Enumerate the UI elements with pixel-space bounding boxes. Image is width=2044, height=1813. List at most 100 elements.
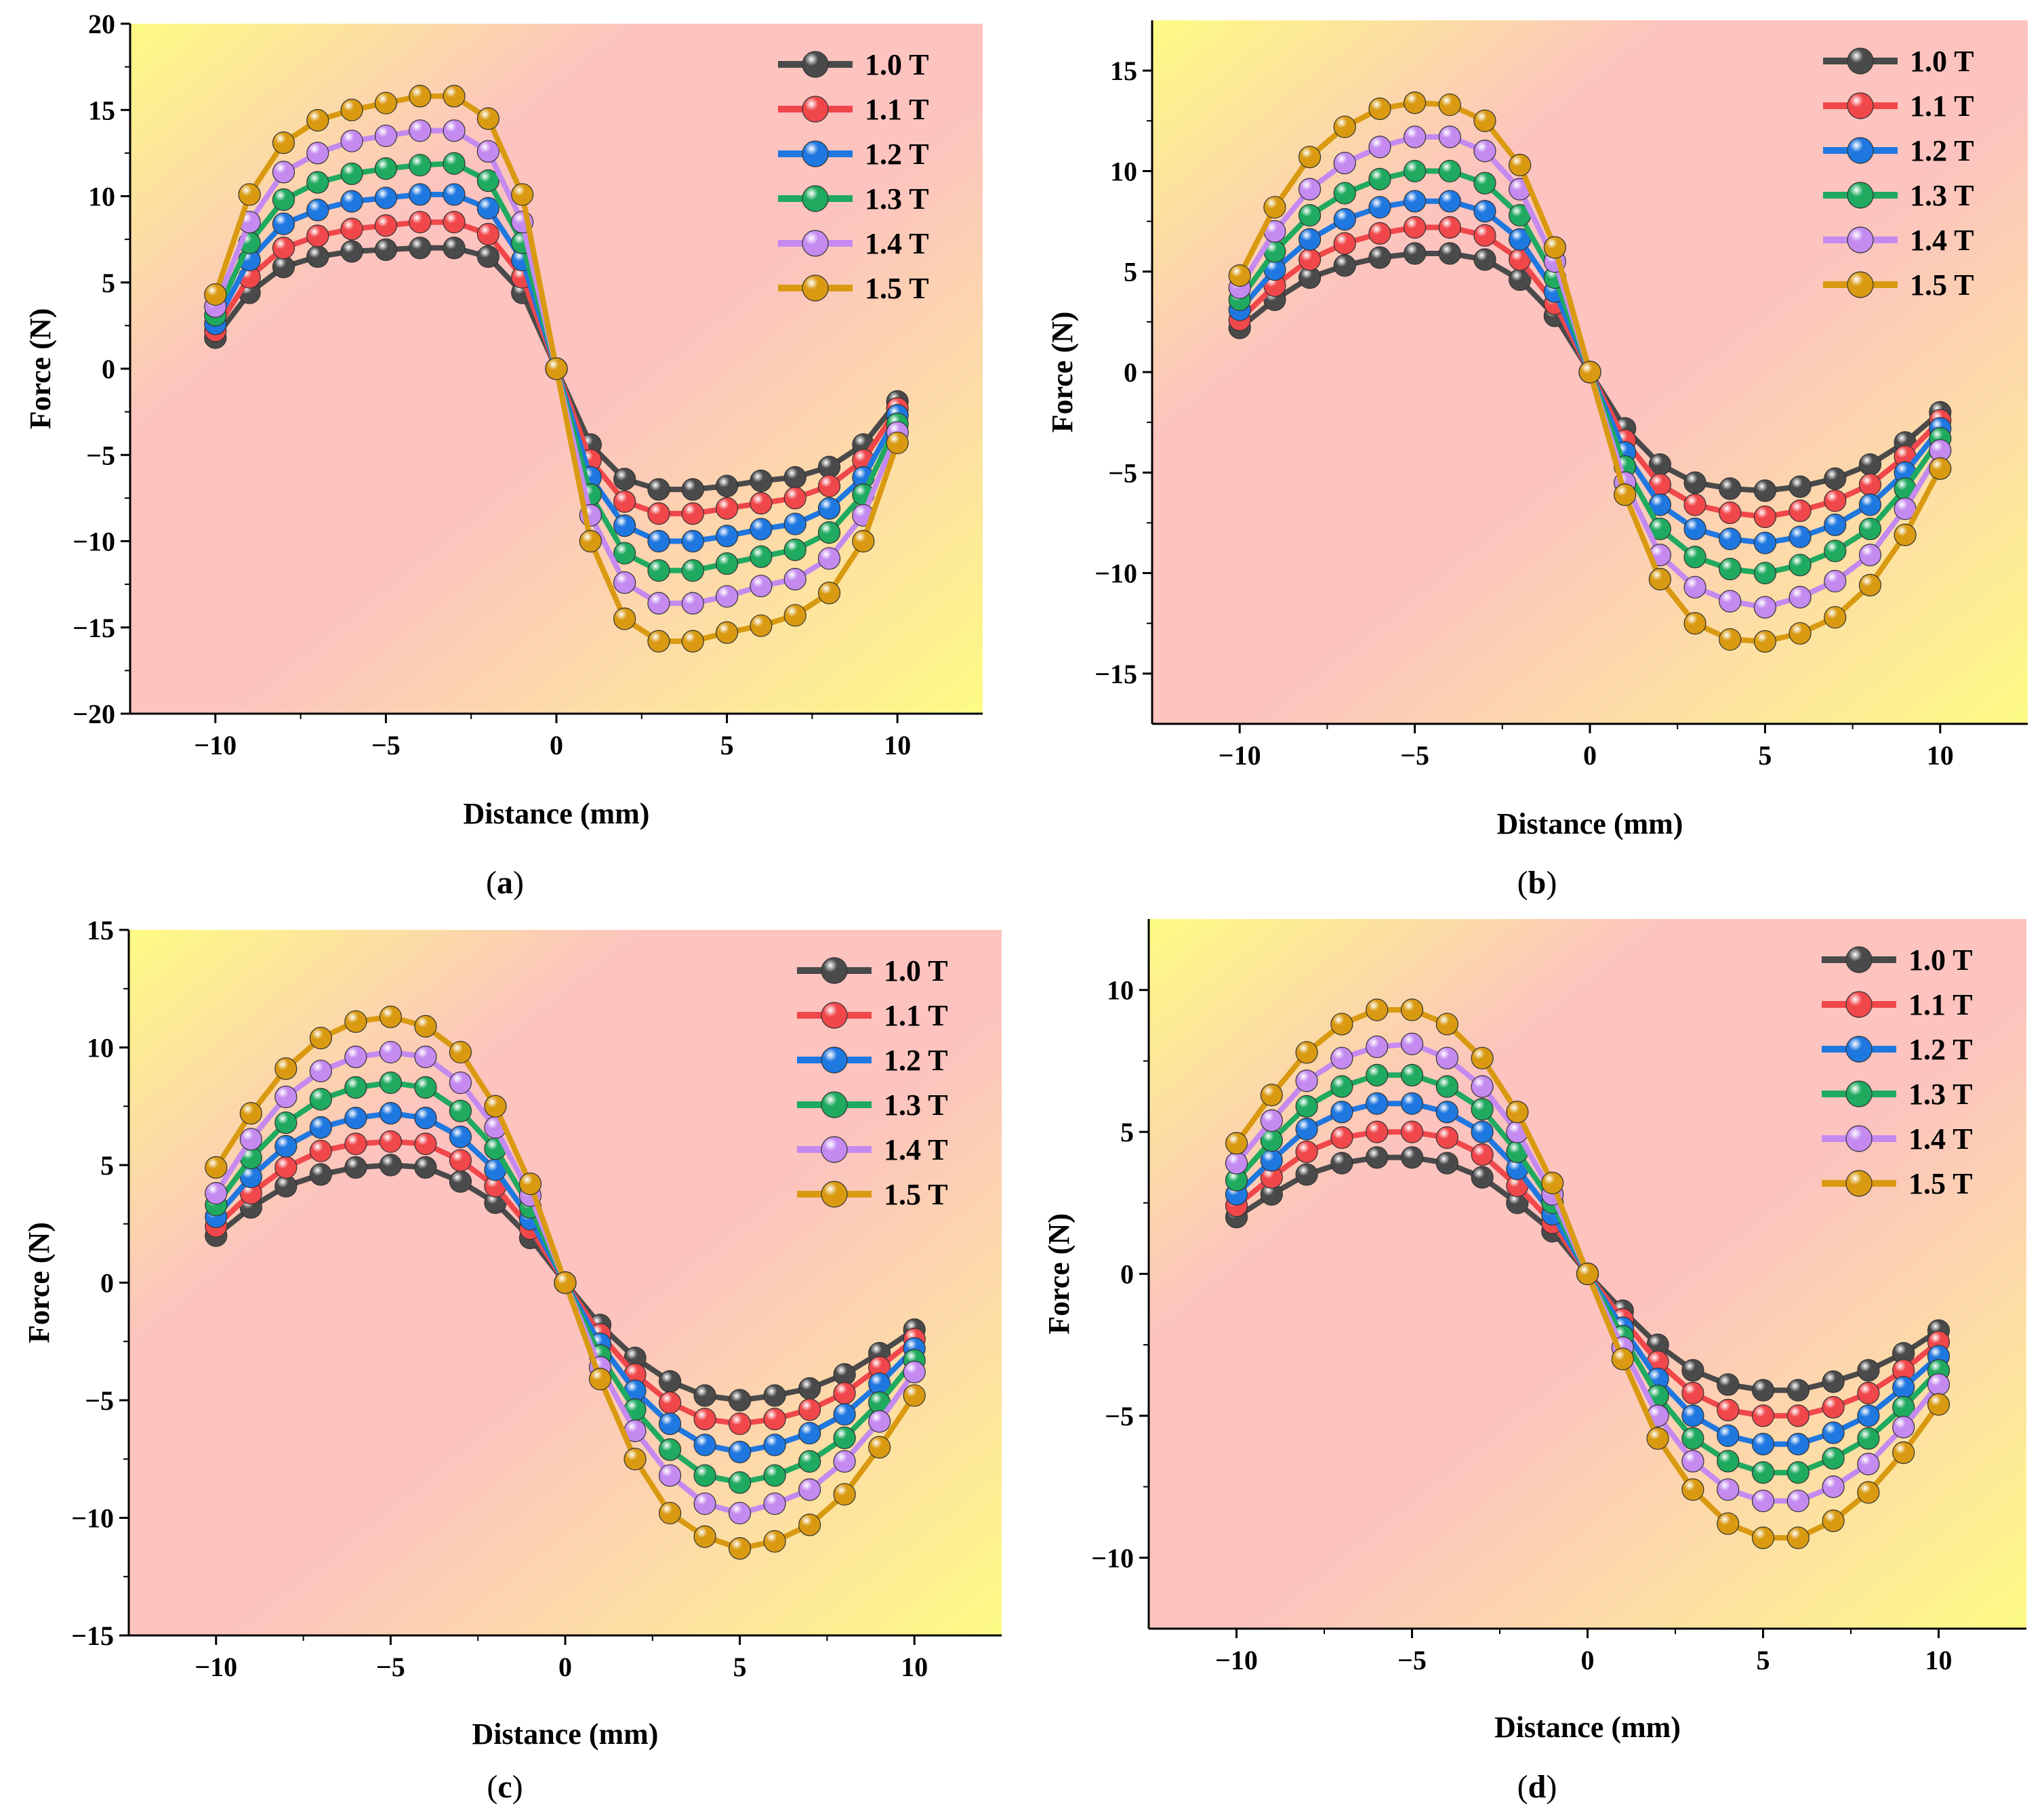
- data-point: [750, 545, 773, 569]
- y-axis-label: Force (N): [1042, 1213, 1076, 1335]
- data-point: [1751, 1461, 1775, 1484]
- y-tick-label: 10: [88, 182, 115, 212]
- data-point: [1295, 1041, 1318, 1064]
- data-point: [1366, 1146, 1389, 1169]
- data-point: [374, 238, 398, 261]
- data-point: [306, 199, 329, 222]
- data-point: [728, 1537, 752, 1560]
- x-axis-label: Distance (mm): [472, 1717, 659, 1751]
- legend-label: 1.2 T: [865, 138, 929, 171]
- data-point: [1295, 1140, 1318, 1164]
- data-point: [1648, 567, 1671, 591]
- legend-marker: [802, 140, 829, 167]
- y-axis-label: Force (N): [22, 1222, 56, 1343]
- data-point: [1786, 1404, 1810, 1427]
- data-point: [1786, 1433, 1810, 1456]
- data-point: [833, 1483, 856, 1506]
- data-point: [274, 1135, 298, 1158]
- data-point: [409, 211, 432, 234]
- data-point: [344, 1156, 367, 1179]
- legend-label: 1.1 T: [865, 93, 929, 126]
- data-point: [306, 224, 329, 247]
- legend-marker: [1845, 946, 1873, 973]
- y-tick-label: 0: [1120, 1259, 1134, 1290]
- legend-item: 1.2 T: [778, 138, 929, 171]
- data-point: [476, 245, 499, 268]
- x-tick-label: 0: [550, 730, 563, 760]
- data-point: [1857, 1404, 1880, 1427]
- legend-marker: [821, 1136, 848, 1163]
- data-point: [1333, 232, 1356, 255]
- data-point: [1471, 1120, 1494, 1143]
- x-tick-label: 0: [1581, 1645, 1595, 1675]
- data-point: [1260, 1084, 1283, 1107]
- data-point: [379, 1154, 403, 1177]
- data-point: [1400, 998, 1424, 1021]
- legend-marker: [821, 1002, 848, 1029]
- data-point: [309, 1163, 332, 1186]
- y-tick-label: −15: [73, 613, 115, 643]
- data-point: [1717, 1398, 1740, 1422]
- legend-label: 1.5 T: [1908, 1167, 1973, 1200]
- x-tick-label: −5: [376, 1652, 405, 1682]
- data-point: [1438, 242, 1461, 265]
- legend-marker: [1847, 47, 1874, 75]
- data-point: [1471, 1097, 1494, 1121]
- data-point: [728, 1440, 752, 1463]
- x-tick-label: 0: [1583, 740, 1597, 771]
- legend-marker: [821, 1046, 848, 1074]
- data-point: [693, 1492, 716, 1515]
- legend-item: 1.4 T: [778, 227, 929, 260]
- data-point: [868, 1435, 891, 1459]
- data-point: [693, 1433, 716, 1456]
- x-tick-label: 0: [558, 1652, 572, 1682]
- legend-label: 1.4 T: [1910, 224, 1974, 257]
- data-point: [1368, 167, 1391, 190]
- data-point: [1683, 612, 1706, 635]
- data-point: [1473, 200, 1496, 223]
- data-point: [1753, 561, 1776, 585]
- data-point: [798, 1398, 821, 1421]
- data-point: [309, 1088, 332, 1111]
- panel-label: (a): [486, 865, 524, 901]
- data-point: [1753, 596, 1776, 619]
- data-point: [647, 502, 670, 525]
- data-point: [1366, 1092, 1389, 1115]
- data-point: [1473, 171, 1496, 195]
- data-point: [1473, 248, 1496, 271]
- data-point: [205, 1182, 228, 1205]
- data-point: [309, 1139, 332, 1162]
- data-point: [1295, 1118, 1318, 1141]
- data-point: [624, 1448, 647, 1471]
- data-point: [1543, 236, 1566, 259]
- legend-label: 1.1 T: [1908, 988, 1973, 1021]
- data-point: [763, 1464, 786, 1487]
- data-point: [274, 1057, 298, 1080]
- data-point: [344, 1133, 367, 1156]
- legend-label: 1.0 T: [1908, 943, 1973, 977]
- x-axis-label: Distance (mm): [1497, 807, 1683, 840]
- data-point: [1788, 500, 1812, 523]
- legend-item: 1.2 T: [1823, 134, 1974, 167]
- x-tick-label: −10: [194, 730, 237, 760]
- legend-label: 1.4 T: [884, 1133, 948, 1166]
- data-point: [379, 1040, 403, 1064]
- data-point: [750, 575, 773, 598]
- data-point: [1333, 254, 1356, 277]
- legend-item: 1.1 T: [1822, 988, 1973, 1021]
- data-point: [783, 466, 806, 489]
- data-point: [340, 98, 363, 121]
- data-point: [1857, 1381, 1880, 1404]
- data-point: [613, 607, 636, 630]
- data-point: [715, 585, 739, 608]
- legend-item: 1.0 T: [1822, 943, 1973, 977]
- data-point: [443, 183, 466, 206]
- legend-marker: [1845, 1125, 1873, 1152]
- data-point: [1822, 1370, 1845, 1393]
- legend-item: 1.1 T: [797, 999, 948, 1032]
- x-tick-label: 5: [733, 1652, 747, 1682]
- y-tick-label: −20: [73, 699, 115, 729]
- data-point: [763, 1408, 786, 1431]
- data-point: [306, 108, 329, 132]
- data-point: [658, 1501, 682, 1525]
